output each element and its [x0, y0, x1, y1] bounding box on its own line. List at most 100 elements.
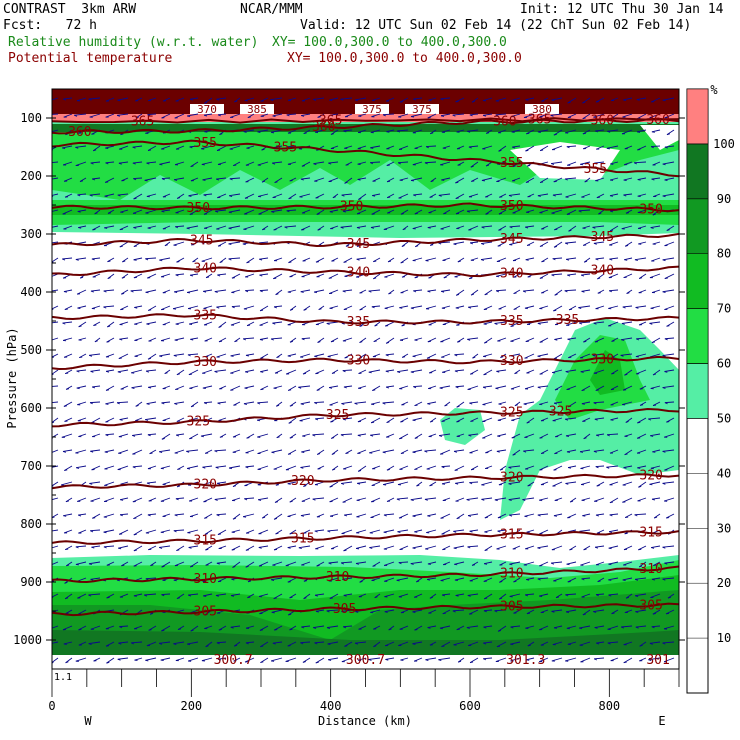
wind-arrow [396, 577, 409, 581]
wind-arrow-head [174, 291, 178, 294]
wind-arrow [146, 193, 157, 197]
wind-arrow [105, 401, 115, 405]
wind-arrow [145, 369, 157, 372]
wind-arrow [412, 257, 423, 261]
wind-arrow [497, 529, 507, 532]
wind-arrow-head [132, 146, 136, 149]
wind-arrow-head [410, 371, 414, 374]
wind-arrow [595, 257, 605, 260]
colorbar-band [686, 88, 709, 145]
wind-arrow [63, 97, 73, 100]
wind-arrow [524, 353, 535, 359]
wind-arrow [145, 657, 157, 661]
wind-arrow [510, 385, 521, 390]
wind-arrow-head [564, 290, 568, 293]
wind-arrow-head [537, 547, 541, 550]
wind-arrow [385, 657, 395, 660]
wind-arrow [651, 289, 661, 294]
wind-arrow-head [354, 642, 358, 645]
wind-arrow [216, 177, 227, 180]
wind-arrow [524, 433, 535, 438]
wind-arrow [103, 529, 115, 533]
wind-arrow-head [456, 405, 460, 408]
wind-arrow-head [245, 371, 249, 373]
wind-arrow-head [300, 466, 304, 469]
wind-arrow-head [470, 373, 474, 375]
wind-arrow-head [229, 195, 233, 197]
wind-arrow [369, 545, 381, 549]
wind-arrow [497, 241, 507, 247]
wind-arrow [371, 97, 381, 101]
wind-arrow [76, 465, 87, 469]
wind-arrow-head [92, 228, 96, 231]
wind-arrow [634, 161, 647, 164]
wind-arrow [63, 113, 73, 118]
wind-arrow-head [200, 435, 205, 438]
wind-arrow [116, 113, 129, 116]
wind-arrow-head [203, 213, 208, 215]
wind-arrow-head [383, 514, 387, 517]
wind-arrow [201, 257, 213, 262]
theta-label: 310 [326, 570, 349, 585]
wind-arrow [174, 401, 185, 405]
wind-arrow-head [287, 547, 291, 549]
wind-arrow-head [303, 132, 307, 135]
wind-arrow-head [495, 290, 500, 293]
wind-arrow-head [370, 434, 374, 437]
wind-arrow [301, 497, 311, 502]
wind-arrow-head [457, 164, 461, 166]
wind-arrow [244, 657, 255, 663]
wind-arrow-head [149, 452, 153, 455]
wind-arrow-head [611, 612, 615, 615]
wind-arrow [523, 289, 535, 292]
wind-arrow [147, 465, 157, 470]
wind-arrow [52, 401, 59, 403]
wind-arrow-head [537, 195, 541, 197]
wind-arrow-head [219, 133, 223, 136]
wind-arrow-head [481, 243, 485, 245]
wind-arrow [145, 417, 157, 421]
wind-arrow-head [90, 290, 94, 293]
wind-arrow [566, 625, 577, 629]
wind-arrow-head [482, 386, 487, 389]
wind-arrow [635, 625, 647, 628]
wind-arrow [482, 401, 493, 405]
wind-arrow-head [443, 212, 447, 215]
wind-arrow [636, 449, 647, 454]
wind-arrow-head [453, 450, 458, 453]
wind-arrow-head [424, 162, 428, 165]
wind-arrow [525, 177, 535, 183]
wind-arrow-head [582, 613, 586, 616]
wind-arrow-head [345, 452, 349, 455]
wind-arrow [273, 513, 283, 520]
wind-arrow [120, 497, 129, 501]
wind-arrow-head [47, 468, 50, 469]
wind-arrow [439, 625, 451, 629]
wind-arrow [52, 289, 59, 292]
wind-arrow [216, 97, 227, 100]
wind-arrow-head [510, 643, 514, 646]
wind-arrow-head [368, 290, 372, 293]
wind-arrow-head [288, 421, 292, 424]
wind-arrow-head [508, 466, 512, 469]
wind-arrow-head [611, 340, 615, 342]
wind-arrow [104, 481, 115, 486]
wind-arrow-head [217, 482, 221, 485]
wind-arrow [204, 113, 213, 116]
wind-arrow [118, 433, 129, 438]
wind-arrow [287, 129, 297, 134]
wind-arrow [77, 497, 87, 502]
wind-arrow [580, 561, 591, 566]
wind-arrow [468, 305, 479, 308]
wind-arrow [145, 209, 157, 214]
wind-arrow [567, 641, 577, 645]
wind-arrow [186, 449, 199, 452]
colorbar-label: 100 [713, 137, 735, 151]
wind-arrow [579, 625, 591, 629]
wind-arrow-head [76, 370, 80, 373]
wind-arrow-head [228, 211, 232, 214]
wind-arrow [160, 657, 171, 661]
wind-arrow [217, 481, 227, 484]
wind-arrow [523, 449, 535, 452]
wind-arrow-head [469, 661, 474, 664]
